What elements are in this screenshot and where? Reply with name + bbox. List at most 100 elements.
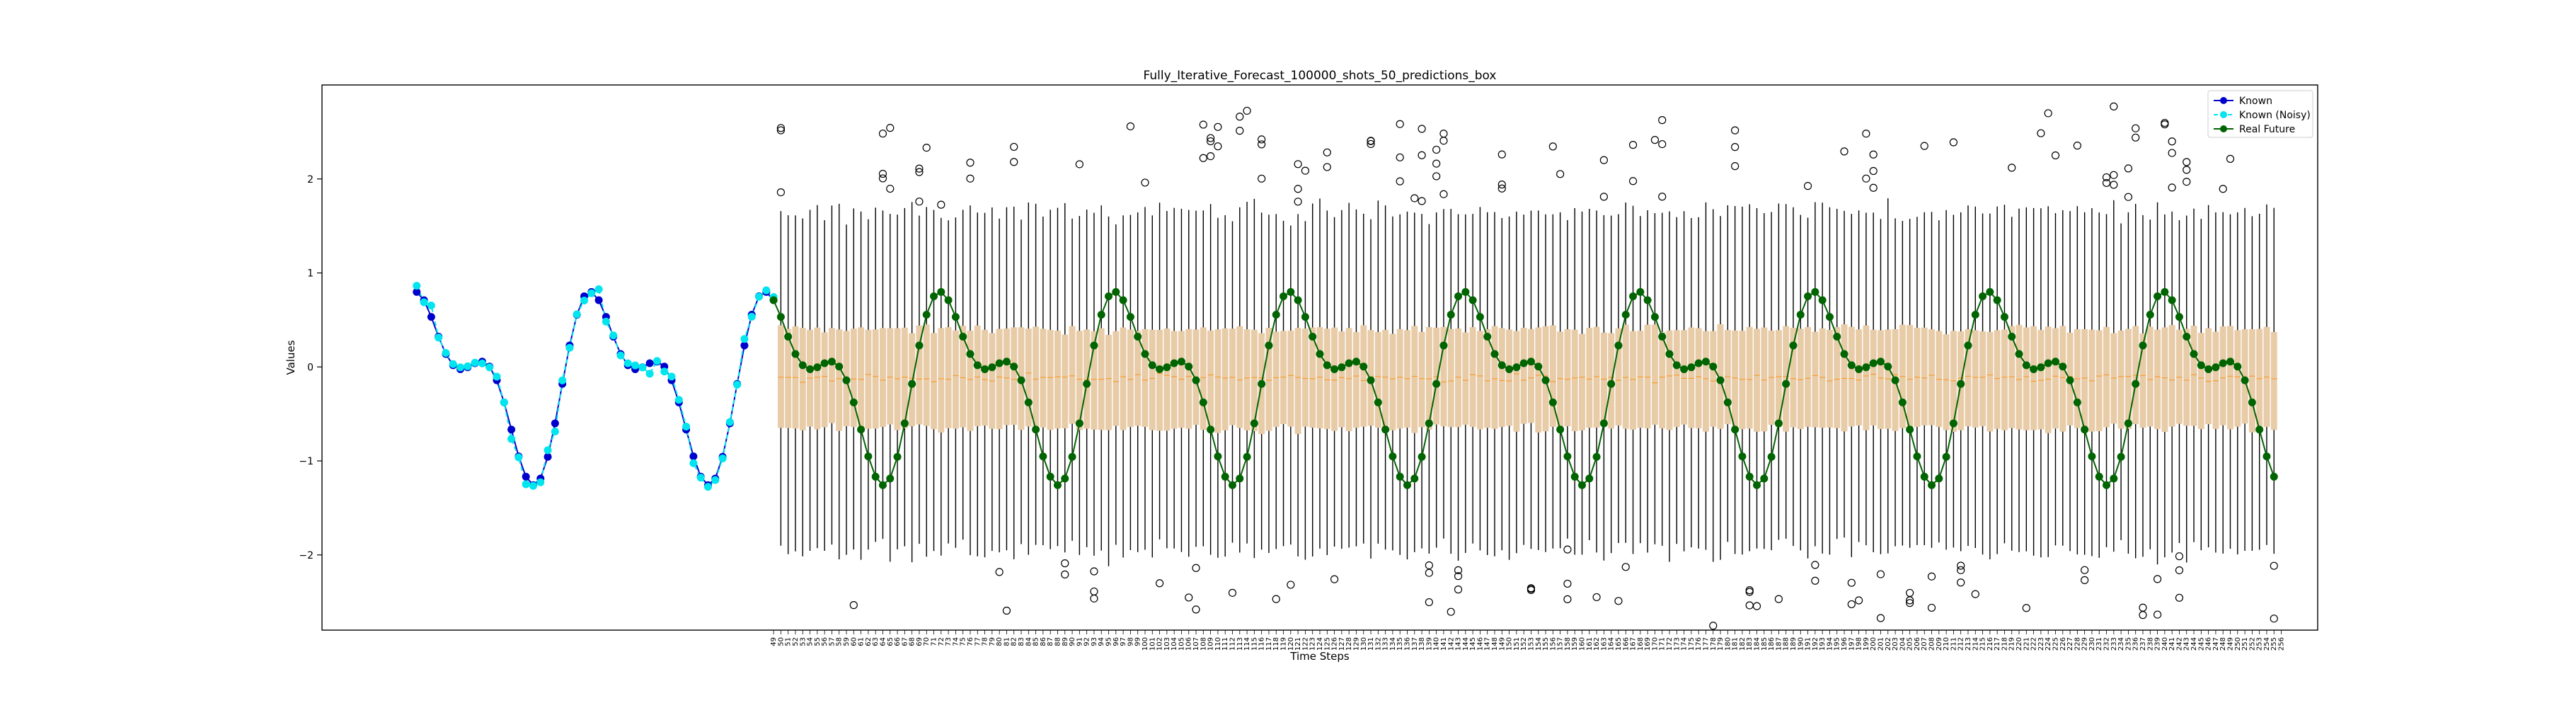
x-tick-label: 190 (1797, 637, 1805, 651)
legend-label: Known (2239, 96, 2272, 107)
prediction-box (1834, 208, 1841, 539)
prediction-box (1949, 138, 1958, 548)
outlier-point (922, 143, 931, 152)
prediction-box (1120, 215, 1127, 558)
legend: Known Known (Noisy) Real Future (2207, 90, 2313, 138)
x-tick-label: 95 (1105, 637, 1113, 646)
x-tick-label: 109 (1207, 637, 1215, 651)
real-future-point (1563, 452, 1572, 461)
prediction-box (1330, 217, 1339, 583)
x-tick-label: 237 (2139, 637, 2147, 651)
x-tick-label: 162 (1593, 637, 1601, 651)
outlier-point (937, 200, 945, 209)
known-noisy-point (755, 292, 764, 301)
x-tick-label: 231 (2095, 637, 2103, 651)
outlier-point (1454, 572, 1463, 581)
outlier-point (1847, 600, 1856, 609)
known-noisy-point (631, 361, 640, 370)
box-body (1338, 331, 1345, 428)
prediction-box (2124, 164, 2133, 554)
x-tick-label: 161 (1586, 637, 1594, 651)
outlier-point (1957, 578, 1965, 587)
prediction-box (1506, 216, 1513, 560)
x-tick-label: 74 (952, 637, 960, 646)
prediction-box (915, 164, 924, 544)
real-future-point (2030, 365, 2038, 373)
legend-marker (2220, 97, 2227, 104)
prediction-box (1513, 211, 1520, 554)
box-body (974, 325, 981, 427)
prediction-box (1563, 219, 1572, 603)
real-future-point (2248, 398, 2256, 406)
box-body (1819, 328, 1826, 428)
known-point (551, 419, 559, 428)
x-tick-label: 208 (1928, 637, 1936, 651)
real-future-point (1971, 311, 1979, 319)
box-body (2146, 326, 2154, 427)
outlier-point (2175, 593, 2184, 602)
real-future-point (1061, 474, 1069, 483)
prediction-box (2095, 212, 2103, 558)
x-tick-label: 201 (1877, 637, 1885, 651)
x-tick-label: 103 (1163, 637, 1171, 651)
real-future-point (1425, 419, 1433, 428)
prediction-box (1644, 210, 1651, 553)
real-future-point (1097, 311, 1105, 319)
real-future-point (1782, 379, 1790, 388)
box-body (836, 329, 843, 431)
real-future-point (1330, 365, 1339, 373)
box-body (872, 329, 879, 429)
prediction-box (1914, 217, 1921, 545)
outlier-point (1920, 142, 1928, 150)
y-tick-label: −2 (299, 550, 314, 561)
known-noisy-point (551, 427, 559, 435)
prediction-box (1294, 160, 1302, 556)
box-body (2117, 330, 2124, 429)
real-future-point (966, 350, 974, 358)
known-noisy-point (558, 376, 567, 384)
real-future-point (1410, 474, 1419, 483)
outlier-point (1971, 590, 1979, 598)
outlier-point (2081, 576, 2089, 584)
real-future-point (798, 361, 807, 370)
real-future-point (2037, 363, 2045, 372)
box-body (1622, 324, 1629, 429)
x-tick-label: 91 (1076, 637, 1083, 646)
prediction-box (1484, 212, 1491, 555)
real-future-point (2204, 365, 2213, 373)
prediction-box (1061, 202, 1069, 578)
prediction-box (1098, 205, 1105, 551)
prediction-box (776, 124, 785, 546)
real-future-point (813, 363, 822, 372)
outlier-point (2219, 185, 2227, 193)
real-future-point (1636, 287, 1645, 296)
x-tick-label: 111 (1221, 637, 1229, 651)
real-future-point (1367, 376, 1375, 384)
outlier-point (878, 169, 887, 178)
prediction-box (966, 159, 974, 556)
outlier-point (1811, 561, 1819, 569)
x-tick-label: 241 (2168, 637, 2176, 651)
outlier-point (1556, 170, 1565, 178)
real-future-point (1338, 363, 1346, 372)
box-body (2030, 326, 2037, 430)
box-body (2001, 329, 2008, 430)
box-body (2176, 329, 2183, 424)
outlier-point (1447, 607, 1455, 616)
outlier-point (1367, 139, 1375, 149)
outlier-point (1497, 184, 1506, 193)
x-tick-label: 213 (1965, 637, 1972, 651)
outlier-point (1294, 160, 1302, 169)
real-future-point (944, 296, 953, 304)
x-tick-label: 125 (1323, 637, 1331, 651)
y-tick-label: −1 (299, 456, 314, 467)
x-tick-label: 76 (967, 637, 974, 646)
prediction-box (1316, 198, 1323, 549)
known-noisy-point (652, 357, 661, 365)
known-noisy-point (565, 343, 574, 352)
outlier-point (1425, 598, 1433, 607)
box-body (1309, 327, 1316, 428)
real-future-point (1374, 398, 1382, 406)
x-tick-label: 172 (1666, 637, 1674, 651)
real-future-point (1701, 358, 1710, 366)
